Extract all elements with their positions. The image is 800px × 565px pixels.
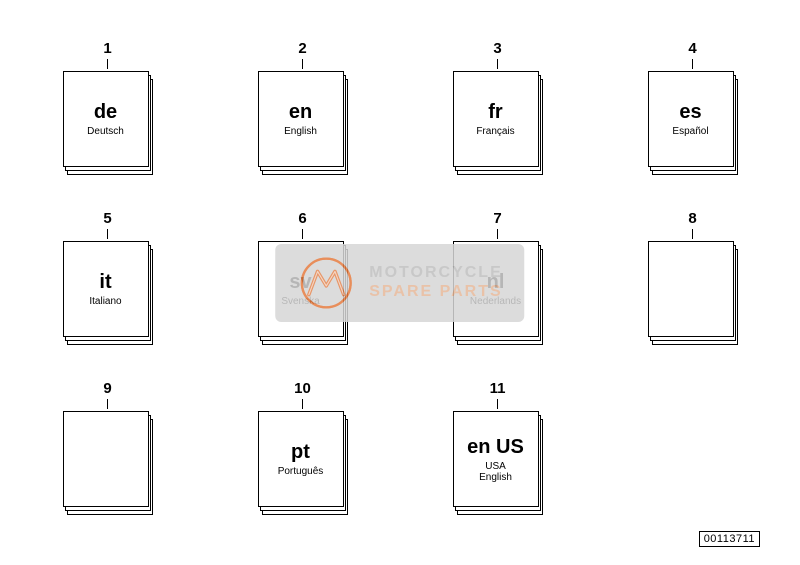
lang-cell-8: 8 <box>625 210 760 360</box>
lang-name: Svenska <box>281 296 319 307</box>
lang-code: fr <box>488 101 502 124</box>
book-icon: en US USA English <box>453 411 543 516</box>
empty-cell <box>625 380 760 530</box>
lang-name: Español <box>672 126 708 137</box>
book-icon: en English <box>258 71 348 176</box>
lang-cell-9: 9 <box>40 380 175 530</box>
lang-cell-1: 1 de Deutsch <box>40 40 175 190</box>
lang-code: en US <box>467 436 524 459</box>
book-icon: pt Português <box>258 411 348 516</box>
lang-name: Français <box>476 126 514 137</box>
lang-cell-11: 11 en US USA English <box>430 380 565 530</box>
index-number: 10 <box>294 380 311 397</box>
tick <box>497 59 498 69</box>
lang-name: USA English <box>479 461 512 483</box>
book-icon <box>63 411 153 516</box>
lang-code: it <box>99 271 111 294</box>
lang-code: es <box>679 101 701 124</box>
lang-cell-5: 5 it Italiano <box>40 210 175 360</box>
book-icon: it Italiano <box>63 241 153 346</box>
book-icon: nl Nederlands <box>453 241 543 346</box>
lang-code: en <box>289 101 312 124</box>
index-number: 7 <box>493 210 501 227</box>
index-number: 8 <box>688 210 696 227</box>
lang-name: Português <box>278 466 324 477</box>
lang-name: Italiano <box>89 296 121 307</box>
index-number: 9 <box>103 380 111 397</box>
tick <box>107 229 108 239</box>
tick <box>302 399 303 409</box>
part-number: 00113711 <box>699 531 760 547</box>
lang-code: de <box>94 101 117 124</box>
tick <box>497 229 498 239</box>
tick <box>302 59 303 69</box>
book-icon: sv Svenska <box>258 241 348 346</box>
lang-name: English <box>284 126 317 137</box>
index-number: 4 <box>688 40 696 57</box>
index-number: 3 <box>493 40 501 57</box>
book-icon: de Deutsch <box>63 71 153 176</box>
tick <box>107 399 108 409</box>
lang-name: Deutsch <box>87 126 124 137</box>
index-number: 11 <box>490 380 506 397</box>
lang-code: pt <box>291 441 310 464</box>
lang-code: sv <box>289 271 311 294</box>
index-number: 1 <box>103 40 111 57</box>
lang-code: nl <box>487 271 505 294</box>
lang-cell-10: 10 pt Português <box>235 380 370 530</box>
index-number: 6 <box>298 210 306 227</box>
tick <box>497 399 498 409</box>
index-number: 2 <box>298 40 306 57</box>
tick <box>692 229 693 239</box>
book-icon: fr Français <box>453 71 543 176</box>
book-icon <box>648 241 738 346</box>
lang-name: Nederlands <box>470 296 521 307</box>
lang-cell-6: 6 sv Svenska <box>235 210 370 360</box>
lang-cell-2: 2 en English <box>235 40 370 190</box>
tick <box>107 59 108 69</box>
tick <box>692 59 693 69</box>
book-icon: es Español <box>648 71 738 176</box>
index-number: 5 <box>103 210 111 227</box>
lang-cell-7: 7 nl Nederlands <box>430 210 565 360</box>
lang-cell-3: 3 fr Français <box>430 40 565 190</box>
language-grid: 1 de Deutsch 2 en English 3 fr Fra <box>40 40 760 530</box>
lang-cell-4: 4 es Español <box>625 40 760 190</box>
tick <box>302 229 303 239</box>
